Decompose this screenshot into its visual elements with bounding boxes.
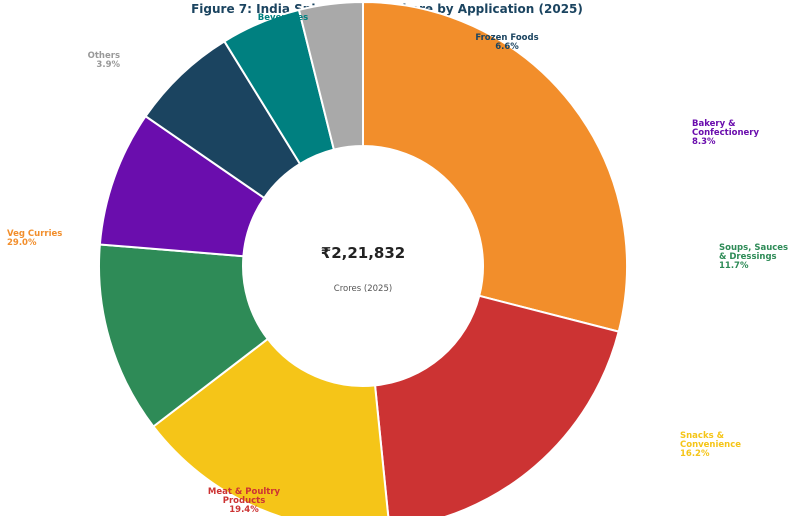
slice-meat-poultry-products — [373, 294, 620, 516]
label-beverages: Beverages 4.9% — [258, 13, 308, 32]
label-meat-poultry-products: Meat & Poultry Products 19.4% — [208, 487, 281, 515]
label-others: Others 3.9% — [88, 51, 121, 70]
label-snacks-convenience: Snacks & Convenience 16.2% — [680, 431, 741, 459]
label-frozen-foods: Frozen Foods 6.6% — [475, 33, 538, 52]
label-bakery-confectionery: Bakery & Confectionery 8.3% — [692, 119, 759, 147]
slice-veg-curries — [362, 0, 628, 333]
center-subtitle: Crores (2025) — [334, 284, 392, 294]
slice-others — [297, 0, 364, 151]
slice-labels: Veg Curries 29.0% Meat & Poultry Products 19… — [7, 13, 788, 515]
center-total-value: ₹2,21,832 — [321, 244, 405, 262]
slice-snacks-convenience — [151, 337, 390, 516]
donut-slices — [98, 0, 628, 516]
slice-soups-sauces-dressings — [98, 243, 270, 428]
label-veg-curries: Veg Curries 29.0% — [7, 229, 62, 248]
label-soups-sauces-dressings: Soups, Sauces & Dressings 11.7% — [719, 243, 788, 271]
